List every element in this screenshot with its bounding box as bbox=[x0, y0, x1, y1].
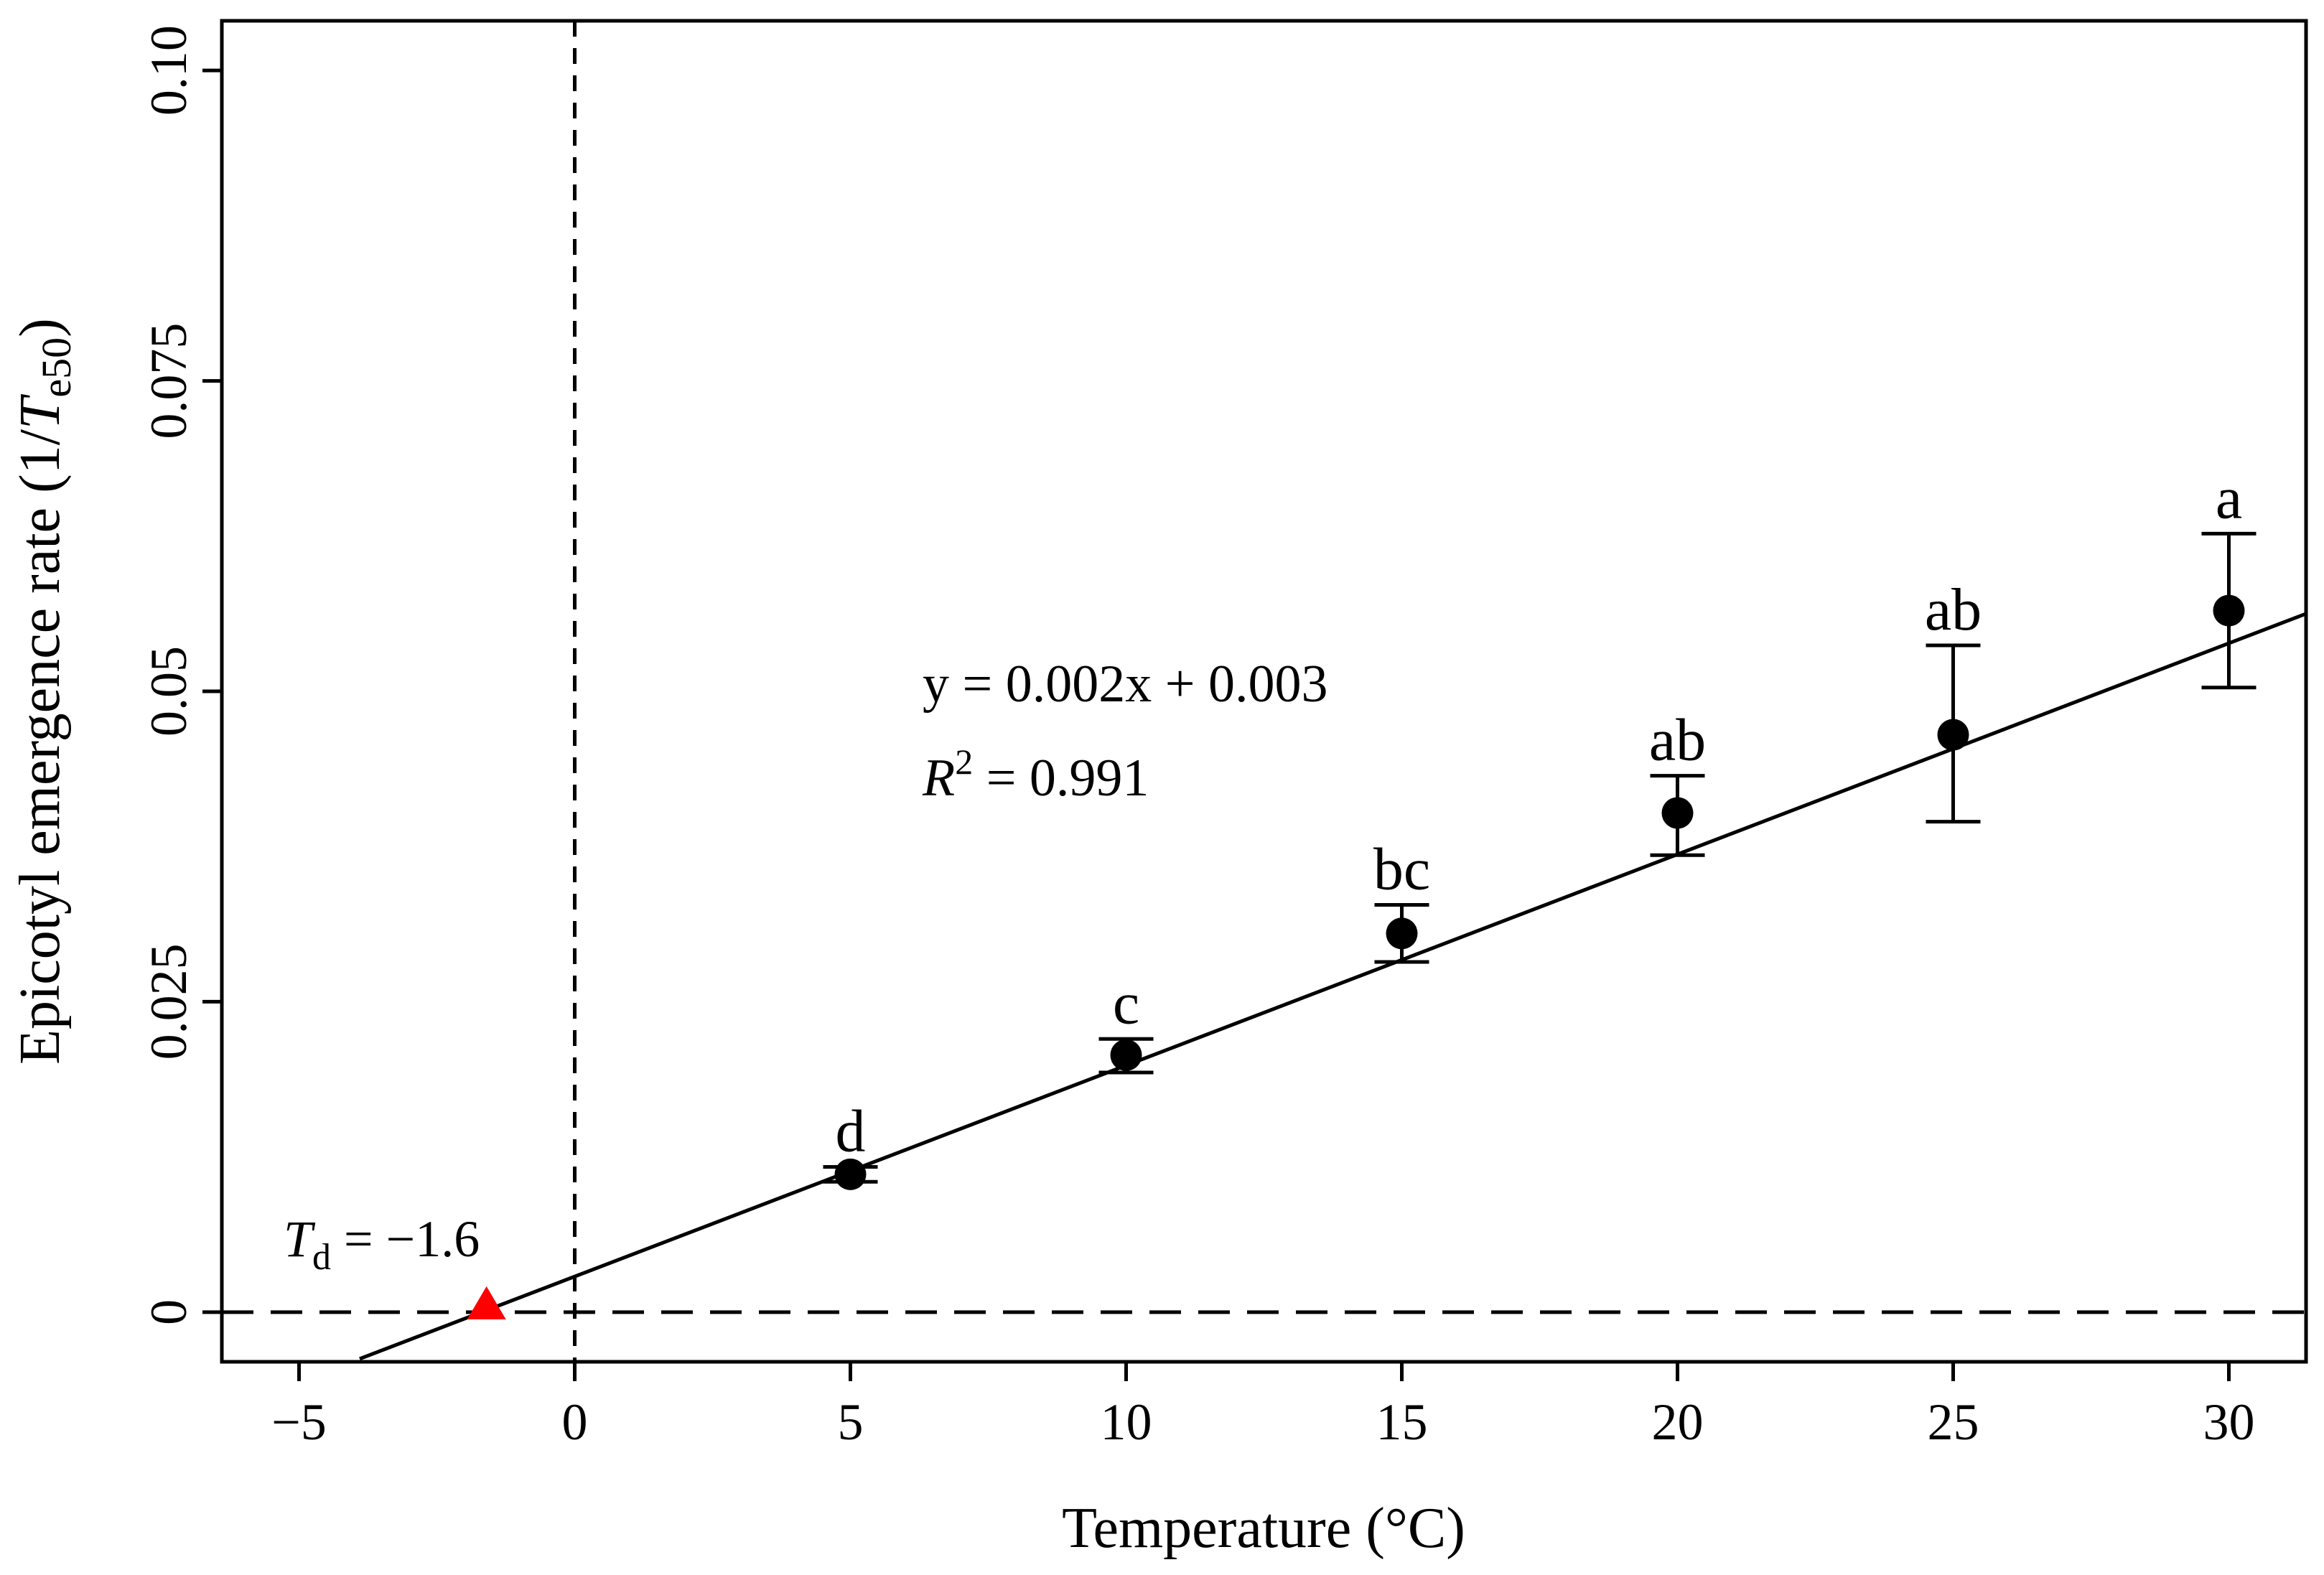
y-axis-title-suffix: ) bbox=[9, 318, 72, 337]
significance-letter: d bbox=[836, 1098, 866, 1164]
regression-equation: y = 0.002x + 0.003 bbox=[923, 655, 1327, 714]
data-point bbox=[834, 1158, 867, 1190]
r-squared-exponent: 2 bbox=[955, 742, 973, 782]
data-point bbox=[1937, 719, 1969, 751]
x-tick-label: 15 bbox=[1376, 1393, 1427, 1451]
y-tick-label: 0.05 bbox=[140, 646, 197, 737]
y-tick-label: 0.075 bbox=[140, 323, 197, 439]
base-temperature-subscript: d bbox=[312, 1237, 331, 1278]
data-point bbox=[2213, 594, 2245, 627]
r-squared-label: R2 = 0.991 bbox=[922, 742, 1149, 808]
y-axis-title-italic: T bbox=[9, 393, 72, 429]
reference-lines bbox=[222, 21, 2306, 1362]
r-squared-value: = 0.991 bbox=[973, 749, 1149, 808]
x-tick-label: 0 bbox=[562, 1393, 588, 1451]
base-temperature-symbol: T bbox=[284, 1210, 316, 1268]
x-tick-label: 25 bbox=[1927, 1393, 1979, 1451]
data-point bbox=[1386, 917, 1418, 950]
significance-letter: ab bbox=[1649, 707, 1706, 774]
y-tick-label: 0 bbox=[140, 1299, 197, 1325]
y-axis-title: Epicotyl emergence rate (1/Te50) bbox=[9, 318, 80, 1065]
y-axis-title-prefix: Epicotyl emergence rate (1/ bbox=[9, 429, 72, 1065]
x-tick-label: 10 bbox=[1101, 1393, 1152, 1451]
significance-letters: d c bc ab ab a bbox=[836, 464, 2243, 1164]
r-squared-symbol: R bbox=[922, 749, 955, 808]
x-tick-label: 5 bbox=[838, 1393, 864, 1451]
significance-letter: bc bbox=[1373, 836, 1430, 902]
y-axis-title-subscript: e50 bbox=[33, 337, 80, 398]
data-points bbox=[834, 594, 2245, 1190]
base-temperature-triangle bbox=[467, 1286, 506, 1319]
y-axis: 0 0.025 0.05 0.075 0.10 bbox=[140, 25, 222, 1325]
y-tick-label: 0.025 bbox=[140, 943, 197, 1060]
base-temperature-value: = −1.6 bbox=[331, 1210, 480, 1268]
regression-line bbox=[359, 612, 2307, 1361]
significance-letter: ab bbox=[1925, 576, 1982, 643]
data-point bbox=[1661, 797, 1694, 829]
x-axis-title: Temperature (°C) bbox=[1062, 1497, 1465, 1560]
x-tick-label: 20 bbox=[1651, 1393, 1703, 1451]
x-axis: −5 0 5 10 15 20 25 30 bbox=[271, 1362, 2254, 1451]
base-temperature-label: Td = −1.6 bbox=[284, 1210, 480, 1278]
x-tick-label: 30 bbox=[2203, 1393, 2254, 1451]
y-tick-label: 0.10 bbox=[140, 25, 197, 116]
data-point bbox=[1110, 1039, 1142, 1071]
significance-letter: c bbox=[1113, 970, 1139, 1037]
significance-letter: a bbox=[2216, 464, 2242, 531]
base-temperature-marker bbox=[467, 1286, 506, 1319]
regression-line-group bbox=[359, 612, 2307, 1361]
x-tick-label: −5 bbox=[271, 1393, 327, 1451]
